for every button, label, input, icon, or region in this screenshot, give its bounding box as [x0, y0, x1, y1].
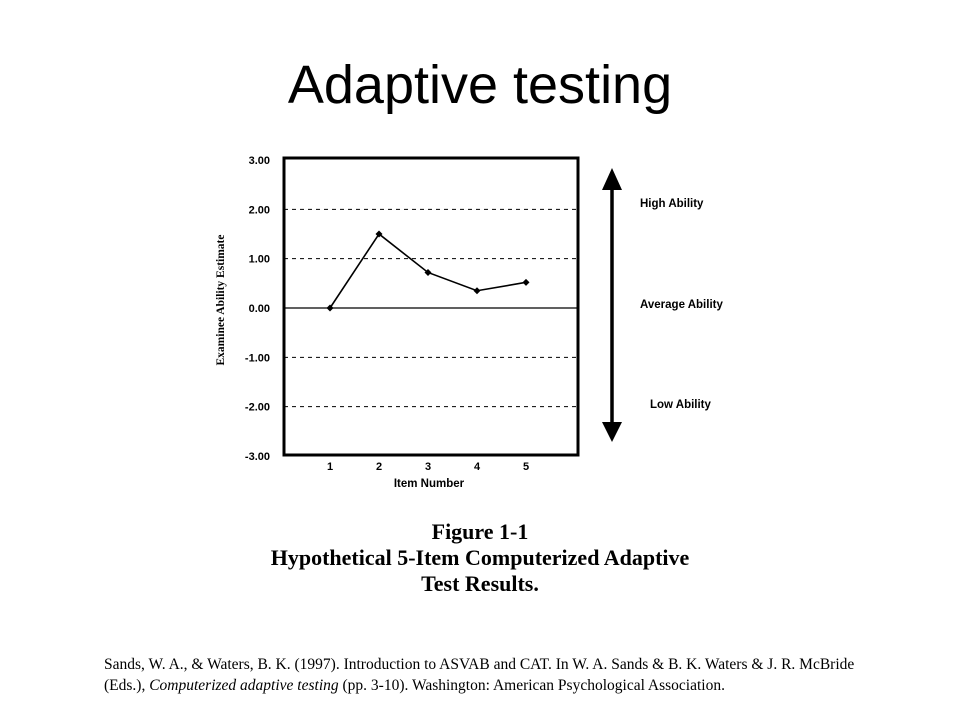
y-tick-label: -1.00 — [245, 352, 270, 364]
citation: Sands, W. A., & Waters, B. K. (1997). In… — [104, 654, 894, 696]
average-ability-label: Average Ability — [640, 299, 723, 311]
y-axis-label: Examinee Ability Estimate — [215, 235, 227, 366]
x-tick-label: 1 — [327, 461, 333, 473]
y-tick-label: -2.00 — [245, 402, 270, 414]
data-point — [522, 278, 530, 286]
x-tick-label: 4 — [474, 461, 481, 473]
x-tick-labels: 1 2 3 4 5 — [327, 461, 529, 473]
arrow-up-icon — [602, 168, 622, 190]
gridlines — [284, 208, 578, 408]
x-tick-label: 5 — [523, 461, 529, 473]
x-tick-label: 2 — [376, 461, 382, 473]
data-points — [326, 230, 530, 312]
figure-caption-line1: Hypothetical 5-Item Computerized Adaptiv… — [270, 545, 690, 570]
plot-frame — [282, 156, 580, 457]
data-point — [326, 304, 334, 312]
figure-caption-line2: Test Results. — [421, 571, 539, 596]
citation-text-end: (pp. 3-10). Washington: American Psychol… — [338, 677, 725, 694]
high-ability-label: High Ability — [640, 198, 704, 210]
slide-title: Adaptive testing — [287, 55, 673, 115]
y-tick-label: 3.00 — [249, 155, 270, 167]
data-point — [473, 287, 481, 295]
arrow-down-icon — [602, 422, 622, 442]
x-axis-label: Item Number — [394, 478, 465, 490]
x-tick-label: 3 — [425, 461, 431, 473]
data-point — [424, 268, 432, 276]
low-ability-label: Low Ability — [650, 399, 712, 411]
data-point — [375, 230, 383, 238]
y-tick-label: -3.00 — [245, 451, 270, 463]
y-tick-label: 2.00 — [249, 204, 270, 216]
citation-book-title: Computerized adaptive testing — [149, 677, 339, 694]
y-tick-label: 0.00 — [249, 303, 270, 315]
figure-number: Figure 1-1 — [431, 519, 529, 544]
y-tick-label: 1.00 — [249, 254, 270, 266]
citation-text-start: Sands, W. A., & Waters, B. K. (1997). In… — [104, 656, 855, 694]
y-tick-labels: 3.00 2.00 1.00 0.00 -1.00 -2.00 -3.00 — [245, 155, 270, 463]
ability-estimate-chart: 3.00 2.00 1.00 0.00 -1.00 -2.00 -3.00 1 2 3 4 5 Ex… — [215, 155, 723, 490]
